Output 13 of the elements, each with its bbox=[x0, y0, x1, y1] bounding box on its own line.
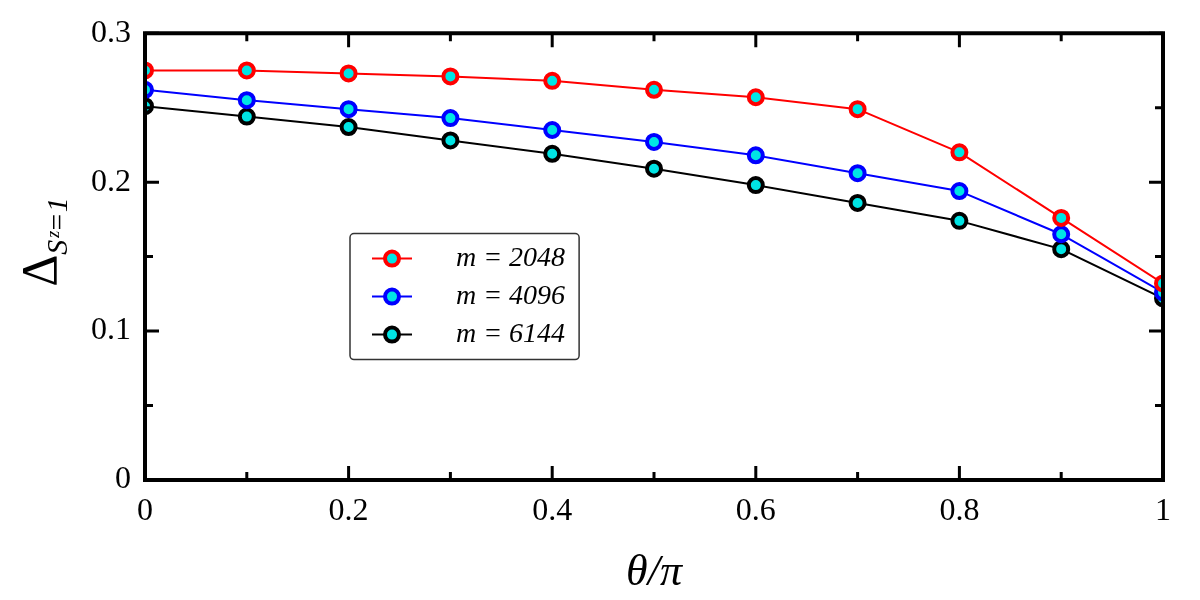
y-tick-label: 0.3 bbox=[91, 12, 131, 49]
y-tick-label: 0.1 bbox=[91, 310, 131, 347]
x-tick-label: 0.8 bbox=[939, 490, 980, 527]
legend-label: m = 6144 bbox=[456, 316, 566, 348]
legend-label: m = 4096 bbox=[456, 278, 566, 310]
legend-label: m = 2048 bbox=[456, 240, 566, 272]
x-tick-label: 0.6 bbox=[735, 490, 776, 527]
x-tick-label: 0.4 bbox=[532, 490, 573, 527]
x-tick-label: 0.2 bbox=[328, 490, 369, 527]
x-tick-label: 1 bbox=[1155, 490, 1171, 527]
x-axis-title: θ/π bbox=[626, 546, 684, 596]
y-tick-label: 0 bbox=[115, 459, 131, 496]
y-tick-label: 0.2 bbox=[91, 161, 131, 198]
